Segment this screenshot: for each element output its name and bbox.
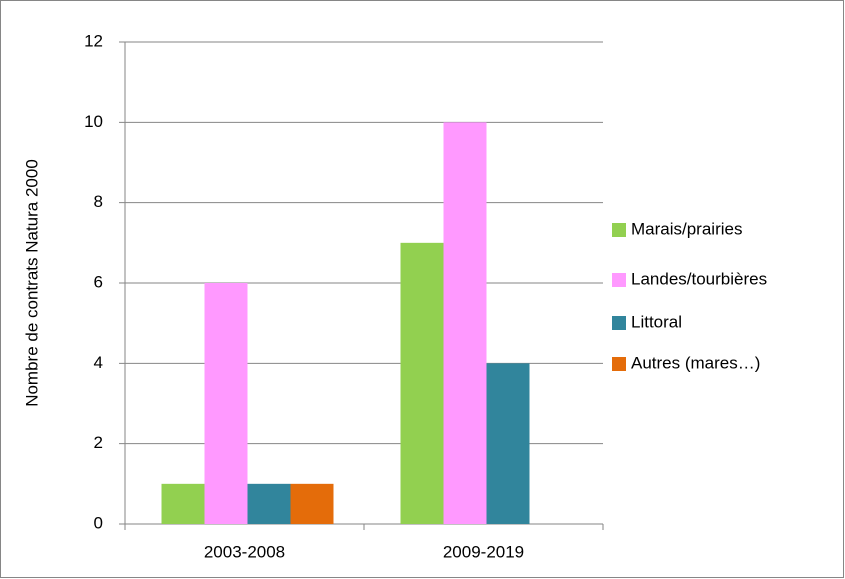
y-axis-label: Nombre de contrats Natura 2000	[22, 159, 41, 407]
legend-label: Landes/tourbières	[631, 269, 767, 288]
legend-label: Autres (mares…)	[631, 353, 760, 372]
bar	[486, 363, 530, 524]
bar	[290, 483, 334, 524]
x-tick-label: 2003-2008	[204, 542, 285, 561]
bar	[204, 283, 248, 524]
bar	[400, 242, 444, 525]
bar	[247, 483, 291, 524]
y-tick-label: 10	[84, 112, 103, 131]
legend-swatch	[612, 223, 626, 237]
x-tick-label: 2009-2019	[443, 542, 524, 561]
y-tick-label: 0	[94, 513, 103, 532]
legend-label: Marais/prairies	[631, 219, 742, 238]
legend-swatch	[612, 316, 626, 330]
y-tick-label: 6	[94, 272, 103, 291]
bar	[443, 122, 487, 524]
legend-swatch	[612, 273, 626, 287]
y-tick-label: 2	[94, 433, 103, 452]
y-tick-label: 12	[84, 31, 103, 50]
legend-label: Littoral	[631, 312, 682, 331]
y-tick-label: 4	[94, 353, 103, 372]
y-tick-label: 8	[94, 192, 103, 211]
legend-swatch	[612, 357, 626, 371]
bar	[161, 483, 205, 524]
